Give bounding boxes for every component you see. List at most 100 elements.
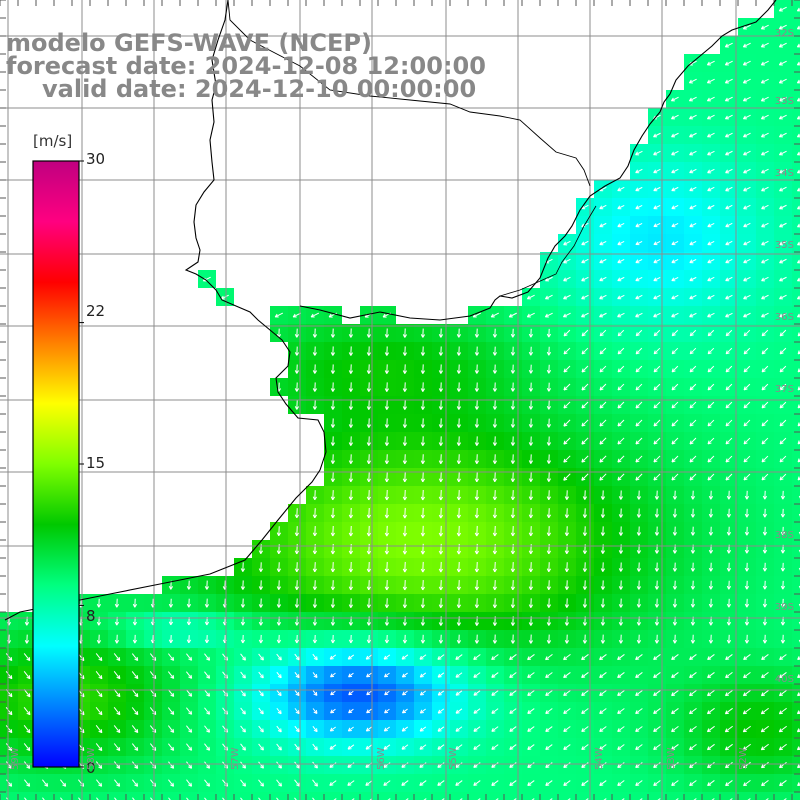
wind-arrow xyxy=(761,204,769,210)
wind-cell xyxy=(792,198,800,216)
wind-arrow xyxy=(761,312,769,318)
wind-arrow xyxy=(617,419,625,427)
wind-cell xyxy=(792,342,800,360)
wind-arrow xyxy=(546,508,552,519)
wind-arrow xyxy=(778,24,787,30)
wind-cell xyxy=(216,792,234,800)
wind-arrow xyxy=(761,168,769,174)
wind-arrow xyxy=(761,276,769,282)
wind-arrow xyxy=(546,490,552,500)
wind-arrow xyxy=(725,329,733,337)
wind-arrow xyxy=(617,455,625,463)
wind-arrow xyxy=(671,150,679,156)
wind-arrow xyxy=(510,436,516,446)
wind-arrow xyxy=(384,454,390,465)
wind-arrow xyxy=(671,132,679,138)
wind-arrow xyxy=(635,329,643,337)
wind-arrow xyxy=(581,240,589,246)
wind-arrow xyxy=(510,328,516,338)
wind-arrow xyxy=(779,240,787,246)
wind-arrow xyxy=(671,168,679,174)
wind-arrow xyxy=(546,400,552,410)
wind-arrow xyxy=(402,561,408,573)
wind-arrow xyxy=(708,490,714,500)
wind-arrow xyxy=(761,132,769,138)
lat-label-34s: 34S xyxy=(774,168,794,179)
wind-arrow xyxy=(456,328,462,338)
wind-arrow xyxy=(796,43,800,48)
wind-arrow xyxy=(420,400,426,410)
wind-arrow xyxy=(653,186,661,192)
wind-arrow xyxy=(581,365,589,373)
wind-arrow xyxy=(725,258,733,264)
wind-arrow xyxy=(725,168,733,174)
wind-arrow xyxy=(743,186,751,192)
wind-arrow xyxy=(348,454,354,464)
wind-arrow xyxy=(474,507,480,519)
wind-arrow xyxy=(618,508,624,518)
wind-cell xyxy=(612,792,630,800)
wind-arrow xyxy=(725,473,733,481)
wind-arrow xyxy=(563,473,571,481)
wind-arrow xyxy=(744,508,750,518)
wind-arrow xyxy=(797,169,800,174)
wind-arrow xyxy=(635,437,643,445)
wind-cell xyxy=(792,54,800,72)
wind-arrow xyxy=(779,329,787,337)
wind-arrow xyxy=(492,418,498,428)
wind-arrow xyxy=(636,526,642,536)
wind-cell xyxy=(108,792,126,800)
wind-arrow xyxy=(402,346,408,356)
wind-arrow xyxy=(761,258,769,264)
wind-arrow xyxy=(312,490,318,501)
wind-arrow xyxy=(635,168,643,174)
wind-arrow xyxy=(797,259,800,264)
colorbar-unit: [m/s] xyxy=(33,132,73,150)
wind-arrow xyxy=(563,383,571,391)
wind-arrow xyxy=(707,455,715,463)
wind-arrow xyxy=(510,526,516,537)
wind-arrow xyxy=(546,364,552,374)
wind-arrow xyxy=(528,346,534,356)
wind-cell xyxy=(792,234,800,252)
wind-arrow xyxy=(761,437,769,445)
wind-arrow xyxy=(671,329,679,337)
wind-arrow xyxy=(402,436,408,446)
wind-cell xyxy=(234,792,252,800)
wind-arrow xyxy=(653,455,661,463)
wind-arrow xyxy=(689,401,697,409)
wind-arrow xyxy=(617,240,625,246)
wind-arrow xyxy=(707,258,715,264)
lat-label-38s: 38S xyxy=(774,530,794,541)
wind-arrow xyxy=(743,294,751,300)
wind-cell xyxy=(792,684,800,702)
wind-arrow xyxy=(779,473,787,481)
wind-arrow xyxy=(761,473,769,481)
wind-arrow xyxy=(653,437,661,445)
wind-arrow xyxy=(456,561,462,573)
wind-arrow xyxy=(456,472,462,483)
wind-cell xyxy=(792,306,800,324)
wind-arrow xyxy=(330,418,336,428)
wind-arrow xyxy=(653,383,661,391)
wind-arrow xyxy=(420,507,426,519)
wind-arrow xyxy=(635,240,643,246)
wind-arrow xyxy=(617,401,625,409)
wind-arrow xyxy=(779,204,787,210)
wind-arrow xyxy=(778,114,787,120)
wind-cell xyxy=(306,792,324,800)
wind-arrow xyxy=(780,526,786,536)
wind-cell xyxy=(792,108,800,126)
wind-cell xyxy=(792,702,800,720)
wind-arrow xyxy=(707,132,715,138)
wind-arrow xyxy=(672,508,678,518)
wind-arrow xyxy=(384,418,390,428)
wind-arrow xyxy=(654,526,660,536)
wind-arrow xyxy=(635,186,643,192)
wind-arrow xyxy=(492,382,498,392)
wind-cell xyxy=(738,792,756,800)
wind-arrow xyxy=(635,312,643,318)
wind-arrow xyxy=(420,364,426,374)
wind-arrow xyxy=(528,562,534,573)
wind-arrow xyxy=(581,455,589,463)
